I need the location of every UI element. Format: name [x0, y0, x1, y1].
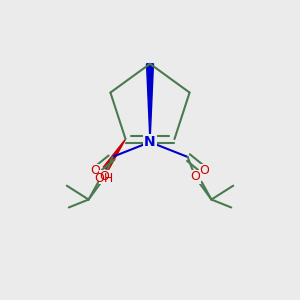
- Polygon shape: [146, 64, 154, 142]
- Text: O: O: [200, 164, 209, 177]
- Polygon shape: [103, 139, 125, 170]
- Text: OH: OH: [94, 172, 113, 185]
- Text: O: O: [91, 164, 100, 177]
- Text: O: O: [100, 170, 110, 183]
- Text: N: N: [144, 135, 156, 149]
- Text: O: O: [190, 170, 200, 183]
